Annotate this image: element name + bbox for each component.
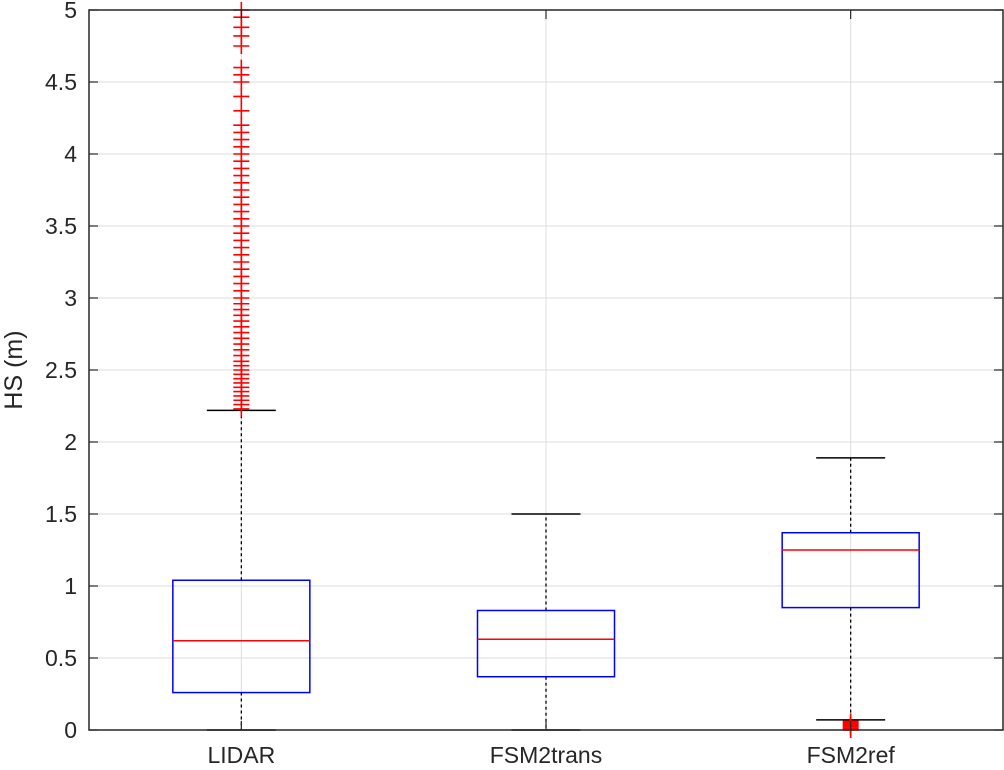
x-tick-label: FSM2ref bbox=[807, 742, 896, 768]
x-tick-label: LIDAR bbox=[207, 742, 275, 768]
y-tick-label: 2.5 bbox=[45, 357, 77, 383]
outlier-marker bbox=[233, 59, 250, 76]
y-axis: 0 0.5 1 1.5 2 2.5 3 3.5 4 4.5 5 bbox=[45, 0, 1003, 743]
y-tick-label: 3 bbox=[64, 285, 77, 311]
box bbox=[172, 579, 311, 694]
y-tick-label: 5 bbox=[64, 0, 77, 23]
y-tick-label: 1.5 bbox=[45, 501, 77, 527]
y-tick-label: 4 bbox=[64, 141, 77, 167]
box bbox=[476, 609, 616, 678]
outlier-marker bbox=[233, 102, 250, 119]
y-axis-label: HS (m) bbox=[0, 330, 28, 409]
boxes bbox=[172, 2, 920, 738]
y-tick-label: 0 bbox=[64, 717, 77, 743]
box-group-LIDAR bbox=[172, 2, 311, 731]
y-tick-label: 2 bbox=[64, 429, 77, 455]
x-tick-label: FSM2trans bbox=[490, 742, 602, 768]
y-tick-label: 3.5 bbox=[45, 213, 77, 239]
y-tick-label: 0.5 bbox=[45, 645, 77, 671]
box-group-FSM2ref bbox=[781, 457, 920, 738]
outlier-marker bbox=[233, 117, 250, 134]
y-tick-label: 1 bbox=[64, 573, 77, 599]
y-tick-label: 4.5 bbox=[45, 69, 77, 95]
box bbox=[781, 531, 920, 609]
x-axis: LIDAR FSM2trans FSM2ref bbox=[207, 10, 895, 768]
outlier-marker bbox=[233, 88, 250, 105]
grid bbox=[89, 9, 1003, 731]
